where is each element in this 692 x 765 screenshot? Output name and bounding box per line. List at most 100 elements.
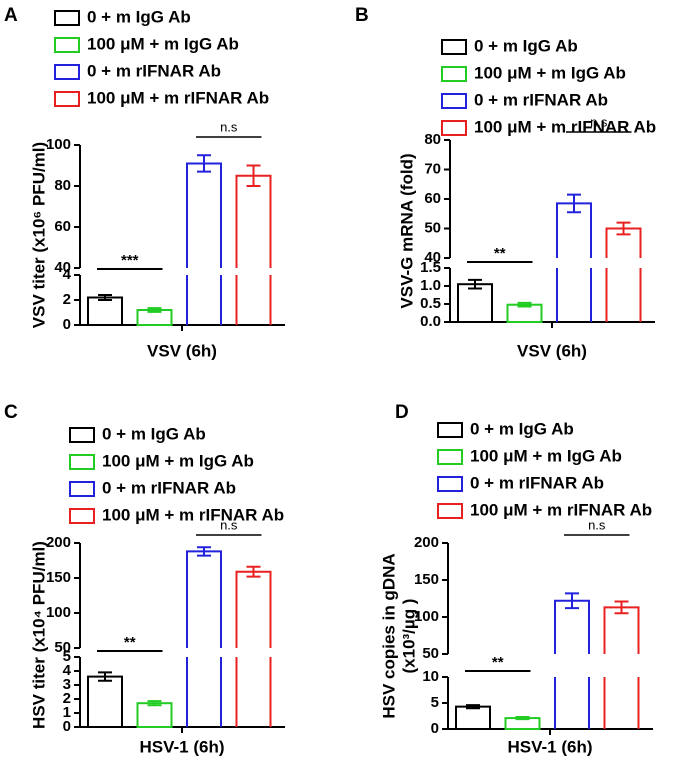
y-tick-label: 150 bbox=[46, 569, 71, 586]
legend-swatch bbox=[69, 427, 95, 443]
panel: B 0 + m IgG Ab 100 μM + m IgG Ab 0 + m rIFN… bbox=[355, 5, 656, 360]
legend-label: 0 + m IgG Ab bbox=[102, 424, 206, 443]
legend-swatch bbox=[437, 503, 463, 519]
legend-swatch bbox=[69, 454, 95, 470]
bar bbox=[603, 606, 640, 729]
legend-label: 100 μM + m IgG Ab bbox=[474, 63, 626, 82]
y-tick-label: 100 bbox=[46, 604, 71, 621]
bar bbox=[87, 296, 123, 326]
y-tick-label: 100 bbox=[414, 608, 439, 625]
legend-swatch bbox=[69, 481, 95, 497]
y-tick-label: 50 bbox=[54, 639, 71, 656]
bar bbox=[87, 675, 123, 729]
panel: D 0 + m IgG Ab 100 μM + m IgG Ab 0 + m rIFN… bbox=[379, 402, 653, 756]
sig-label: *** bbox=[121, 252, 139, 269]
y-axis-label: HSV copies in gDNA bbox=[379, 553, 398, 718]
panel: C 0 + m IgG Ab 100 μM + m IgG Ab 0 + m rIFN… bbox=[4, 402, 285, 756]
y-tick-label: 0.0 bbox=[420, 313, 441, 330]
legend-swatch bbox=[441, 93, 467, 109]
y-axis-label: VSV-G mRNA (fold) bbox=[397, 153, 416, 308]
y-tick-label: 200 bbox=[414, 534, 439, 551]
y-tick-label: 40 bbox=[54, 259, 71, 276]
legend-label: 0 + m rIFNAR Ab bbox=[102, 478, 236, 497]
sig-label: n.s bbox=[588, 517, 606, 532]
error-bar bbox=[98, 671, 112, 682]
error-bar bbox=[197, 546, 211, 557]
x-axis-label: HSV-1 (6h) bbox=[507, 737, 592, 756]
y-tick-label: 60 bbox=[424, 190, 441, 207]
legend-label: 0 + m rIFNAR Ab bbox=[87, 61, 221, 80]
bar bbox=[235, 570, 272, 727]
y-tick-label: 200 bbox=[46, 534, 71, 551]
legend-label: 100 μM + m IgG Ab bbox=[470, 446, 622, 465]
error-bar bbox=[567, 193, 581, 214]
y-tick-label: 10 bbox=[422, 668, 439, 685]
legend-label: 0 + m IgG Ab bbox=[87, 7, 191, 26]
bar bbox=[235, 174, 272, 325]
bar bbox=[136, 702, 173, 729]
legend-swatch bbox=[441, 66, 467, 82]
y-tick-label: 60 bbox=[54, 218, 71, 235]
y-tick-label: 150 bbox=[414, 571, 439, 588]
bar bbox=[556, 202, 592, 322]
legend-swatch bbox=[54, 10, 80, 26]
y-tick-label: 40 bbox=[424, 249, 441, 266]
y-tick-label: 4 bbox=[63, 266, 72, 283]
y-tick-label: 0.5 bbox=[420, 295, 441, 312]
legend-swatch bbox=[69, 508, 95, 524]
legend-label: 0 + m IgG Ab bbox=[470, 419, 574, 438]
panel-letter: C bbox=[4, 402, 18, 423]
y-tick-label: 5 bbox=[63, 648, 71, 665]
y-tick-label: 5 bbox=[431, 694, 439, 711]
sig-label: ** bbox=[494, 245, 506, 262]
legend-label: 100 μM + m rIFNAR Ab bbox=[87, 88, 269, 107]
x-axis-label: HSV-1 (6h) bbox=[139, 737, 224, 756]
panel: A 0 + m IgG Ab 100 μM + m IgG Ab 0 + m rIFN… bbox=[4, 5, 285, 360]
error-bar bbox=[147, 307, 162, 313]
legend-swatch bbox=[54, 91, 80, 107]
y-tick-label: 50 bbox=[422, 645, 439, 662]
legend-label: 100 μM + m rIFNAR Ab bbox=[474, 117, 656, 136]
y-tick-label: 0 bbox=[431, 720, 439, 737]
y-tick-label: 0 bbox=[63, 718, 71, 735]
sig-label: ** bbox=[124, 634, 136, 651]
bar bbox=[554, 599, 590, 729]
y-axis-label: HSV titer (x10⁴ PFU/ml) bbox=[29, 541, 48, 729]
y-tick-label: 1.5 bbox=[420, 259, 441, 276]
y-tick-label: 1 bbox=[63, 704, 71, 721]
legend-swatch bbox=[441, 120, 467, 136]
legend-label: 100 μM + m rIFNAR Ab bbox=[102, 505, 284, 524]
y-tick-label: 2 bbox=[63, 690, 71, 707]
y-tick-label: 1.0 bbox=[420, 277, 441, 294]
error-bar bbox=[616, 221, 631, 236]
error-bar bbox=[565, 592, 579, 610]
legend-swatch bbox=[437, 449, 463, 465]
error-bar bbox=[147, 700, 162, 707]
y-tick-label: 100 bbox=[46, 136, 71, 153]
y-axis-label: (x10³/µg ) bbox=[399, 599, 418, 674]
y-tick-label: 80 bbox=[424, 131, 441, 148]
legend-label: 0 + m rIFNAR Ab bbox=[474, 90, 608, 109]
y-axis-label: VSV titer (x10⁶ PFU/ml) bbox=[29, 142, 48, 328]
error-bar bbox=[246, 164, 261, 187]
panel-letter: D bbox=[395, 402, 409, 423]
bar bbox=[455, 705, 491, 731]
legend-label: 0 + m rIFNAR Ab bbox=[470, 473, 604, 492]
y-tick-label: 3 bbox=[63, 676, 71, 693]
legend-swatch bbox=[54, 37, 80, 53]
error-bar bbox=[197, 154, 211, 173]
legend-label: 100 μM + m rIFNAR Ab bbox=[470, 500, 652, 519]
error-bar bbox=[515, 716, 530, 721]
legend-label: 100 μM + m IgG Ab bbox=[87, 34, 239, 53]
y-tick-label: 4 bbox=[63, 662, 72, 679]
sig-label: n.s bbox=[590, 114, 608, 129]
sig-label: n.s bbox=[220, 517, 238, 532]
error-bar bbox=[466, 704, 480, 710]
y-tick-label: 0 bbox=[63, 316, 71, 333]
error-bar bbox=[614, 600, 629, 615]
legend-swatch bbox=[441, 39, 467, 55]
bar bbox=[605, 227, 642, 322]
x-axis-label: VSV (6h) bbox=[147, 341, 217, 360]
bar bbox=[457, 283, 493, 324]
